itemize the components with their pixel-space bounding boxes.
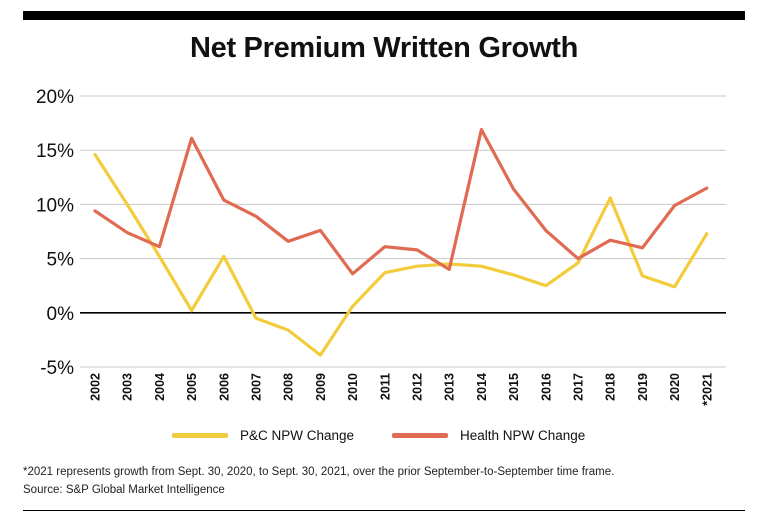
footnote: *2021 represents growth from Sept. 30, 2…	[23, 466, 615, 478]
x-tick-label: 2011	[378, 373, 392, 400]
x-tick-label: 2006	[217, 373, 231, 401]
bottom-rule	[23, 510, 745, 511]
x-tick-label: 2009	[314, 373, 328, 401]
y-tick-label: 0%	[47, 304, 75, 325]
x-tick-label: 2020	[668, 373, 682, 401]
chart-title: Net Premium Written Growth	[189, 32, 579, 64]
x-tick-label: 2012	[411, 373, 425, 401]
x-tick-label: 2004	[153, 373, 167, 401]
y-tick-label: 10%	[36, 195, 74, 216]
x-tick-label: 2003	[121, 373, 135, 401]
x-tick-label: 2015	[507, 373, 521, 401]
y-tick-label: 15%	[36, 141, 74, 162]
x-tick-label: 2008	[282, 373, 296, 401]
top-rule	[23, 11, 745, 20]
series-line-health	[93, 128, 709, 276]
x-tick-label: 2002	[89, 373, 103, 401]
legend-swatch-pc	[172, 433, 228, 438]
legend-swatch-health	[392, 433, 448, 438]
source-note: Source: S&P Global Market Intelligence	[23, 484, 225, 496]
x-tick-label: 2018	[604, 373, 618, 401]
x-tick-label: 2005	[185, 373, 199, 401]
x-tick-label: 2019	[636, 373, 650, 401]
legend-item-health: Health NPW Change	[392, 428, 585, 443]
x-tick-label: 2013	[443, 373, 457, 401]
x-tick-label: 2010	[346, 373, 360, 401]
legend-label-health: Health NPW Change	[460, 428, 586, 443]
series-line-pc	[93, 152, 709, 357]
x-tick-label: 2014	[475, 373, 489, 401]
legend-label-pc: P&C NPW Change	[240, 428, 355, 443]
x-tick-label: 2017	[572, 373, 586, 401]
y-tick-label: 20%	[36, 87, 74, 108]
x-tick-label: *2021	[700, 373, 714, 406]
x-tick-label: 2007	[250, 373, 264, 401]
y-tick-label: 5%	[47, 250, 75, 271]
x-tick-label: 2016	[539, 373, 553, 401]
y-tick-label: -5%	[40, 358, 74, 379]
legend-item-pc: P&C NPW Change	[172, 428, 354, 443]
